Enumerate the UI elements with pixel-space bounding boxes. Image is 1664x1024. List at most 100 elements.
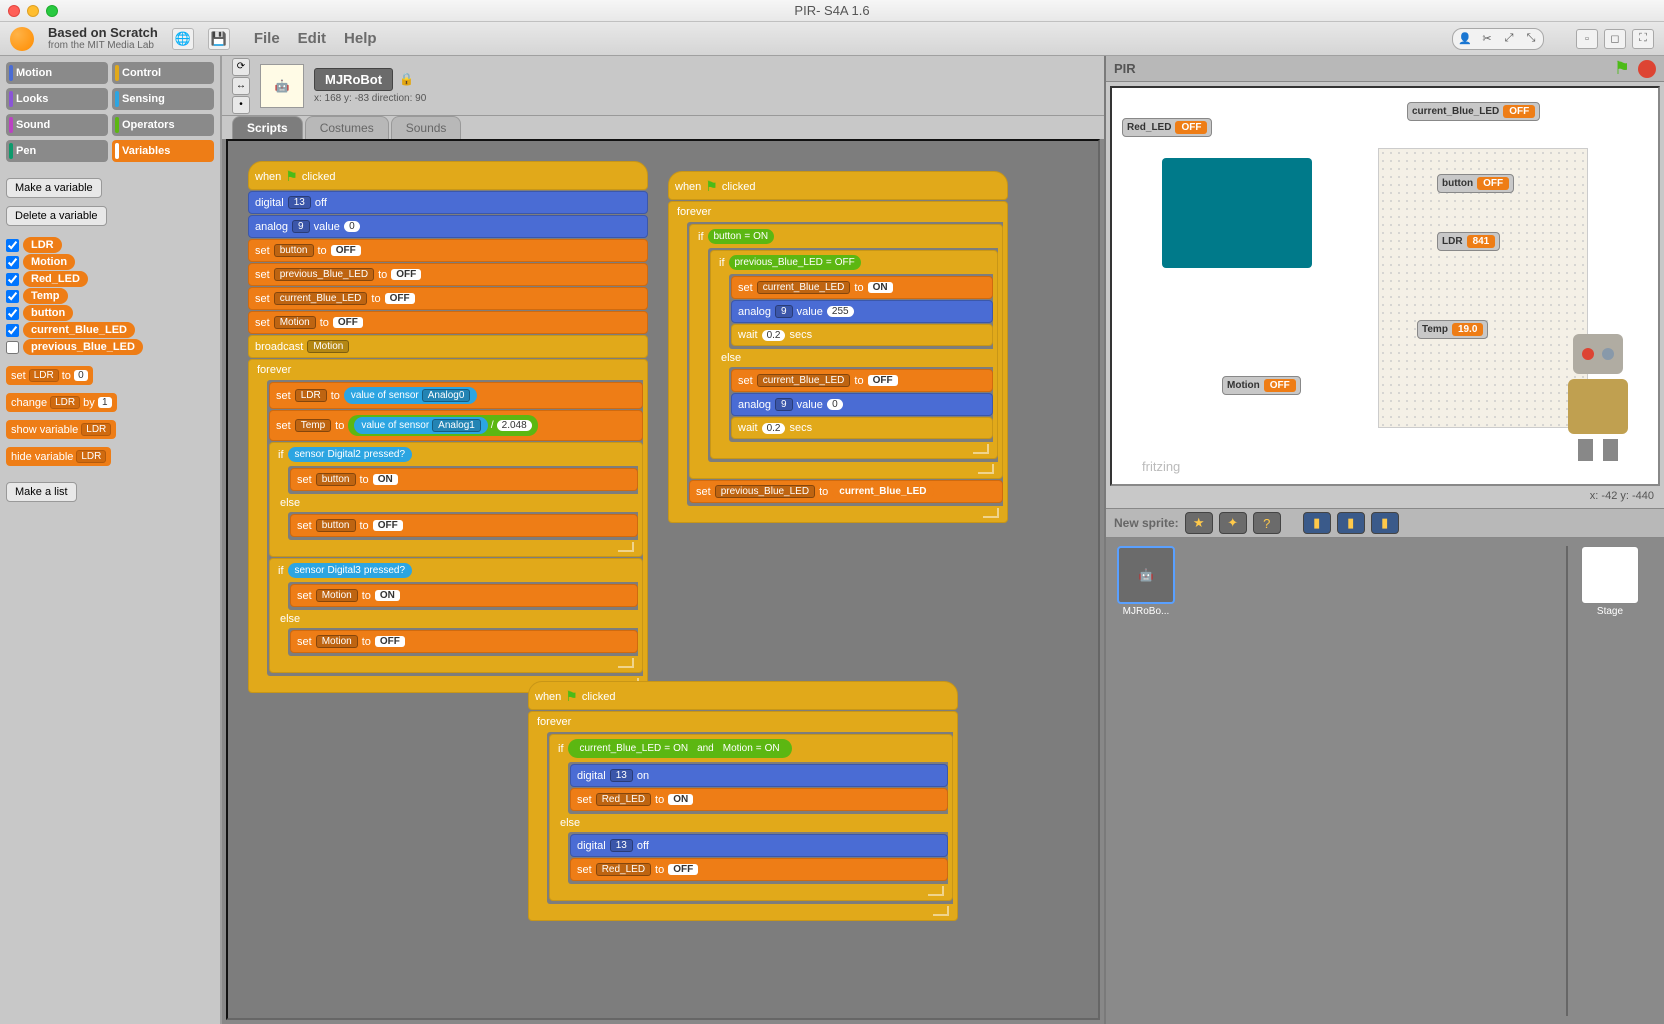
- hat-when-flag[interactable]: when⚑clicked: [668, 171, 1008, 200]
- show-var-block[interactable]: show variableLDR: [6, 420, 116, 439]
- menu-edit[interactable]: Edit: [298, 30, 326, 47]
- tab-scripts[interactable]: Scripts: [232, 116, 303, 139]
- sprite-name-input[interactable]: MJRoBot: [314, 68, 393, 91]
- shrink-icon[interactable]: ⤡: [1521, 30, 1541, 48]
- stamp-icon[interactable]: 👤: [1455, 30, 1475, 48]
- fritzing-watermark: fritzing: [1142, 459, 1180, 474]
- var-pill[interactable]: LDR: [23, 237, 62, 253]
- var-pill[interactable]: Temp: [23, 288, 68, 304]
- var-checkbox[interactable]: [6, 324, 19, 337]
- forever-wrap[interactable]: forever if current_Blue_LED=ONandMotion=…: [528, 711, 958, 921]
- center-tabs: Scripts Costumes Sounds: [222, 116, 1104, 139]
- block-analog-value[interactable]: analog9value0: [248, 215, 648, 238]
- forever-wrap[interactable]: forever setLDRtovalue of sensorAnalog0 s…: [248, 359, 648, 693]
- menu-help[interactable]: Help: [344, 30, 377, 47]
- monitor-temp[interactable]: Temp19.0: [1417, 320, 1488, 339]
- block-broadcast[interactable]: broadcastMotion: [248, 335, 648, 358]
- script-stack-2[interactable]: when⚑clicked forever ifbutton=ON ifprevi…: [668, 171, 1008, 524]
- var-pill[interactable]: Red_LED: [23, 271, 88, 287]
- sprite-thumbnail-item[interactable]: 🤖 MJRoBo...: [1114, 546, 1178, 1016]
- var-checkbox[interactable]: [6, 273, 19, 286]
- if-else-wrap[interactable]: if current_Blue_LED=ONandMotion=ON digit…: [549, 734, 953, 901]
- category-motion[interactable]: Motion: [6, 62, 108, 84]
- var-row: Motion: [6, 254, 214, 270]
- var-checkbox[interactable]: [6, 239, 19, 252]
- make-list-button[interactable]: Make a list: [6, 482, 77, 502]
- monitor-motion[interactable]: MotionOFF: [1222, 376, 1301, 395]
- robot-sprite[interactable]: [1548, 324, 1648, 464]
- make-variable-button[interactable]: Make a variable: [6, 178, 102, 198]
- var-checkbox[interactable]: [6, 256, 19, 269]
- cut-icon[interactable]: ✂: [1477, 30, 1497, 48]
- var-pill[interactable]: previous_Blue_LED: [23, 339, 143, 355]
- block-digital-off[interactable]: digital13off: [248, 191, 648, 214]
- stage-header: PIR ⚑: [1106, 56, 1664, 82]
- category-operators[interactable]: Operators: [112, 114, 214, 136]
- menu-file[interactable]: File: [254, 30, 280, 47]
- var-row: button: [6, 305, 214, 321]
- block-set-var[interactable]: setcurrent_Blue_LEDtoOFF: [248, 287, 648, 310]
- arduino-icon-3[interactable]: ▮: [1371, 512, 1399, 534]
- monitor-red-led[interactable]: Red_LEDOFF: [1122, 118, 1212, 137]
- var-pill[interactable]: current_Blue_LED: [23, 322, 135, 338]
- monitor-button[interactable]: buttonOFF: [1437, 174, 1514, 193]
- forever-wrap[interactable]: forever ifbutton=ON ifprevious_Blue_LED=…: [668, 201, 1008, 523]
- if-else-wrap[interactable]: ifsensorDigital3pressed? setMotiontoON e…: [269, 558, 643, 673]
- if-wrap[interactable]: ifbutton=ON ifprevious_Blue_LED=OFF setc…: [689, 224, 1003, 479]
- choose-sprite-icon[interactable]: ✦: [1219, 512, 1247, 534]
- category-pen[interactable]: Pen: [6, 140, 108, 162]
- var-checkbox[interactable]: [6, 307, 19, 320]
- if-else-wrap[interactable]: ifsensorDigital2pressed? setbuttontoON e…: [269, 442, 643, 557]
- green-flag-icon: ⚑: [705, 178, 718, 195]
- monitor-ldr[interactable]: LDR841: [1437, 232, 1500, 251]
- view-full-icon[interactable]: ⛶: [1632, 29, 1654, 49]
- green-flag-button[interactable]: ⚑: [1614, 58, 1630, 79]
- var-pill[interactable]: button: [23, 305, 73, 321]
- tab-sounds[interactable]: Sounds: [391, 116, 462, 139]
- grow-icon[interactable]: ⤢: [1499, 30, 1519, 48]
- block-set-var[interactable]: setTemptovalue of sensorAnalog1 / 2.048: [269, 410, 643, 441]
- category-sensing[interactable]: Sensing: [112, 88, 214, 110]
- rot-none-icon[interactable]: •: [232, 96, 250, 114]
- category-sound[interactable]: Sound: [6, 114, 108, 136]
- sprite-position-readout: x: 168 y: -83 direction: 90: [314, 93, 426, 104]
- arduino-icon-2[interactable]: ▮: [1337, 512, 1365, 534]
- block-set-var[interactable]: setMotiontoOFF: [248, 311, 648, 334]
- change-var-block[interactable]: changeLDRby1: [6, 393, 117, 412]
- view-normal-icon[interactable]: ◻: [1604, 29, 1626, 49]
- script-stack-1[interactable]: when⚑clicked digital13off analog9value0 …: [248, 161, 648, 694]
- var-checkbox[interactable]: [6, 341, 19, 354]
- stage-thumbnail-item[interactable]: ▦ Stage: [1578, 546, 1642, 617]
- view-small-icon[interactable]: ▫: [1576, 29, 1598, 49]
- category-looks[interactable]: Looks: [6, 88, 108, 110]
- rot-flip-icon[interactable]: ↔: [232, 77, 250, 95]
- block-set-var[interactable]: setbuttontoOFF: [248, 239, 648, 262]
- var-pill[interactable]: Motion: [23, 254, 75, 270]
- if-else-wrap[interactable]: ifprevious_Blue_LED=OFF setcurrent_Blue_…: [710, 250, 998, 459]
- block-set-var[interactable]: setprevious_Blue_LEDtoOFF: [248, 263, 648, 286]
- var-checkbox[interactable]: [6, 290, 19, 303]
- set-var-block[interactable]: setLDRto0: [6, 366, 93, 385]
- arduino-icon[interactable]: ▮: [1303, 512, 1331, 534]
- rot-360-icon[interactable]: ⟳: [232, 58, 250, 76]
- script-stack-3[interactable]: when⚑clicked forever if current_Blue_LED…: [528, 681, 958, 922]
- stage-canvas[interactable]: Red_LEDOFF current_Blue_LEDOFF buttonOFF…: [1110, 86, 1660, 486]
- block-set-var[interactable]: setLDRtovalue of sensorAnalog0: [269, 382, 643, 409]
- category-variables[interactable]: Variables: [112, 140, 214, 162]
- language-icon[interactable]: 🌐: [172, 28, 194, 50]
- monitor-cur-blue[interactable]: current_Blue_LEDOFF: [1407, 102, 1540, 121]
- tab-costumes[interactable]: Costumes: [305, 116, 389, 139]
- category-control[interactable]: Control: [112, 62, 214, 84]
- stage-coords: x: -42 y: -440: [1106, 490, 1664, 508]
- stop-button[interactable]: [1638, 60, 1656, 78]
- var-row: Temp: [6, 288, 214, 304]
- scripts-area[interactable]: when⚑clicked digital13off analog9value0 …: [226, 139, 1100, 1020]
- save-icon[interactable]: 💾: [208, 28, 230, 50]
- hide-var-block[interactable]: hide variableLDR: [6, 447, 111, 466]
- hat-when-flag[interactable]: when⚑clicked: [528, 681, 958, 710]
- paint-sprite-icon[interactable]: ★: [1185, 512, 1213, 534]
- lock-icon[interactable]: 🔒: [399, 72, 414, 86]
- delete-variable-button[interactable]: Delete a variable: [6, 206, 107, 226]
- random-sprite-icon[interactable]: ?: [1253, 512, 1281, 534]
- hat-when-flag[interactable]: when⚑clicked: [248, 161, 648, 190]
